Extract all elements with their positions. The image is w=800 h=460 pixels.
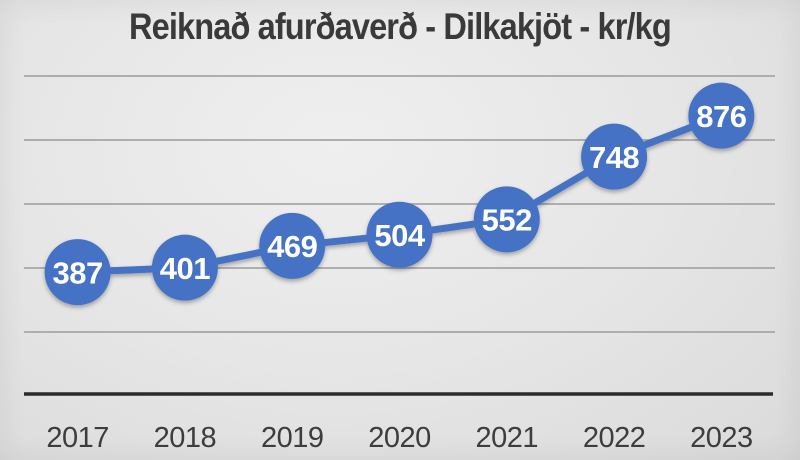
data-point-marker: [259, 212, 326, 279]
data-point-marker: [366, 201, 433, 268]
data-point-label: 876: [696, 99, 746, 134]
data-point-label: 504: [374, 218, 425, 253]
x-tick-label: 2017: [46, 422, 109, 454]
data-point-marker: [688, 82, 755, 149]
data-point-label: 552: [482, 203, 532, 238]
chart-title: Reiknað afurðaverð - Dilkakjöt - kr/kg: [0, 6, 800, 48]
series-group: [44, 82, 755, 306]
x-tick-label: 2019: [261, 422, 324, 454]
chart-title-text: Reiknað afurðaverð - Dilkakjöt - kr/kg: [129, 6, 672, 47]
data-point-marker: [44, 239, 111, 306]
data-point-label: 469: [267, 229, 317, 264]
data-point-label: 401: [160, 251, 210, 286]
data-point-label: 748: [589, 140, 639, 175]
x-tick-label: 2021: [476, 422, 539, 454]
data-point-marker: [151, 234, 218, 301]
x-tick-label: 2023: [690, 422, 753, 454]
data-point-marker: [473, 186, 540, 253]
x-tick-label: 2018: [154, 422, 217, 454]
data-point-marker: [581, 123, 648, 190]
data-point-label: 387: [53, 255, 103, 290]
x-tick-label: 2022: [583, 422, 646, 454]
x-tick-label: 2020: [368, 422, 431, 454]
